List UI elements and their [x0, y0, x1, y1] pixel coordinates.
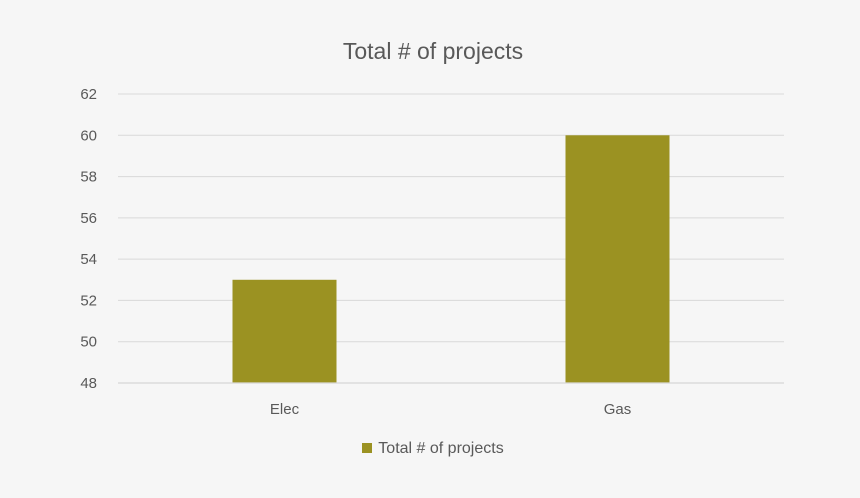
bar-elec — [232, 279, 337, 383]
chart-title: Total # of projects — [342, 38, 524, 64]
x-tick-label: Gas — [604, 401, 632, 418]
legend-swatch — [362, 442, 373, 453]
y-tick-label: 56 — [80, 210, 97, 227]
legend: Total # of projects — [0, 438, 860, 460]
y-tick-label: 58 — [80, 169, 97, 186]
y-tick-label: 48 — [80, 375, 97, 392]
y-tick-label: 54 — [80, 251, 97, 268]
y-tick-label: 52 — [80, 292, 97, 309]
legend-label: Total # of projects — [378, 440, 504, 457]
y-tick-label: 50 — [80, 334, 97, 351]
y-tick-label: 60 — [80, 127, 97, 144]
bar-gas — [565, 135, 670, 383]
x-tick-label: Elec — [270, 401, 300, 418]
y-tick-label: 62 — [80, 86, 97, 103]
